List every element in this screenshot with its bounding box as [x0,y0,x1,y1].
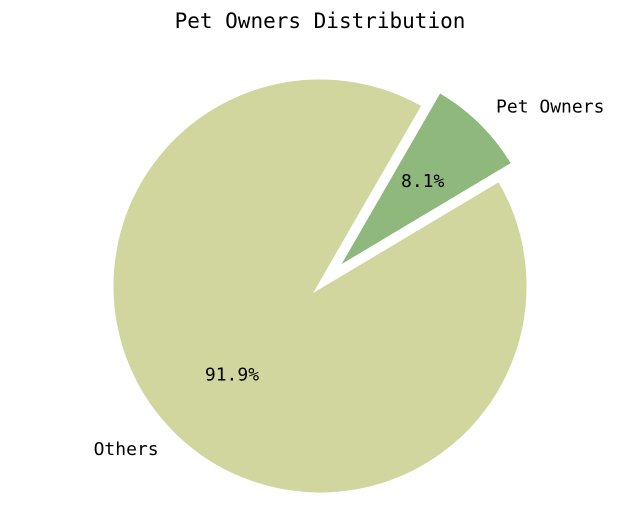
slice-label-others: Others [94,439,159,460]
pie-labels: Pet Owners 8.1% Others 91.9% [94,96,605,459]
pie-slice-others [108,74,532,498]
chart-title: Pet Owners Distribution [175,9,466,33]
pie-slice-pet-owners [327,86,518,279]
pie-slices [108,74,532,498]
pct-label-others: 91.9% [205,364,259,385]
pct-label-pet-owners: 8.1% [401,171,445,192]
slice-label-pet-owners: Pet Owners [496,96,604,117]
